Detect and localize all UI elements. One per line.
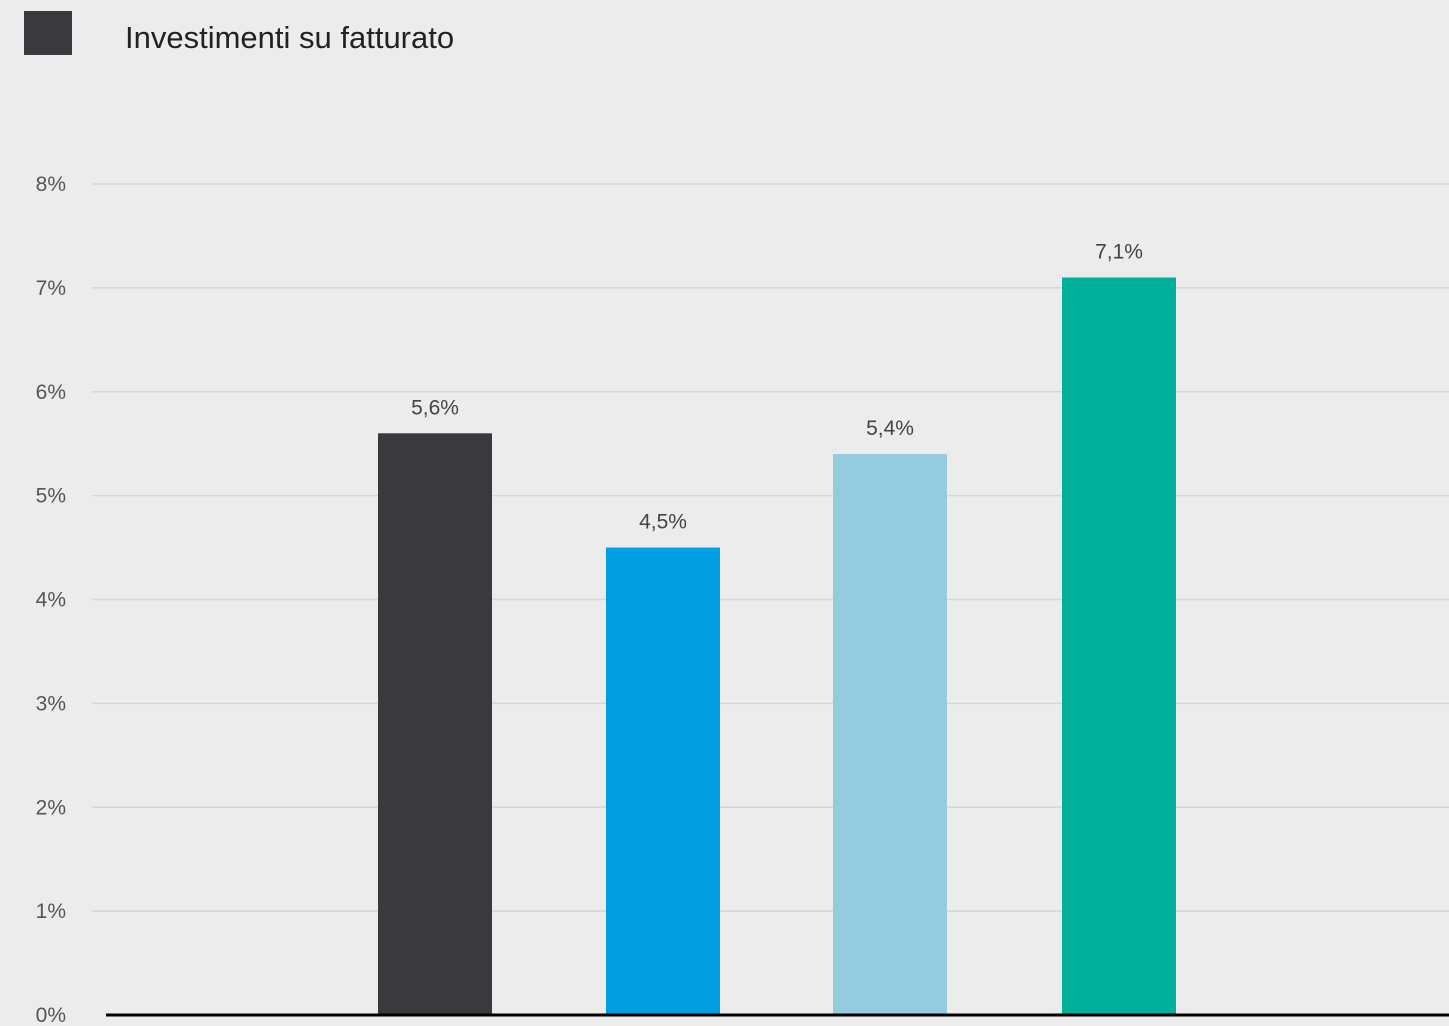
data-label: 5,4% bbox=[866, 417, 914, 440]
y-axis-ticks: 0% 1% 2% 3% 4% 5% 6% 7% 8% bbox=[36, 173, 66, 1026]
y-tick-label: 0% bbox=[36, 1004, 66, 1026]
bar bbox=[606, 547, 720, 1015]
y-tick-label: 4% bbox=[36, 589, 66, 612]
y-tick-label: 1% bbox=[36, 900, 66, 923]
grid-layer bbox=[92, 183, 1449, 912]
data-label: 7,1% bbox=[1095, 240, 1143, 263]
y-tick-label: 7% bbox=[36, 277, 66, 300]
legend-label: Investimenti su fatturato bbox=[125, 20, 454, 55]
data-label: 4,5% bbox=[639, 511, 687, 534]
data-label: 5,6% bbox=[411, 396, 459, 419]
bars bbox=[378, 277, 1176, 1015]
y-tick-label: 3% bbox=[36, 692, 66, 715]
legend: Investimenti su fatturato bbox=[24, 11, 454, 55]
data-labels: 5,6% 4,5% 5,4% 7,1% bbox=[411, 240, 1143, 533]
bar bbox=[378, 433, 492, 1015]
y-tick-label: 6% bbox=[36, 381, 66, 404]
bar bbox=[833, 454, 947, 1015]
y-tick-label: 2% bbox=[36, 796, 66, 819]
y-tick-label: 8% bbox=[36, 173, 66, 196]
legend-swatch bbox=[24, 11, 72, 55]
bar bbox=[1062, 277, 1176, 1015]
y-tick-label: 5% bbox=[36, 485, 66, 508]
